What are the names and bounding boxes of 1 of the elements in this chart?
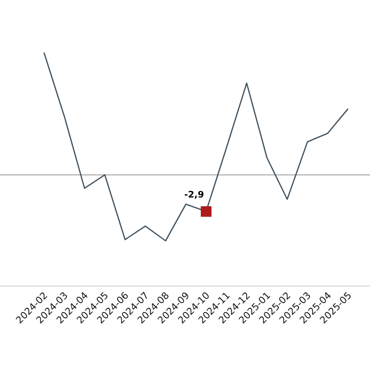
annotation: -2,9 (184, 190, 204, 200)
